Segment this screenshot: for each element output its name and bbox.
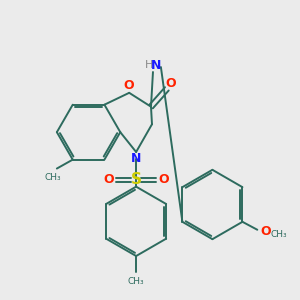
- Text: O: O: [159, 173, 169, 186]
- Text: O: O: [103, 173, 114, 186]
- Text: CH₃: CH₃: [128, 277, 144, 286]
- Text: N: N: [131, 152, 141, 165]
- Text: CH₃: CH₃: [270, 230, 287, 239]
- Text: O: O: [123, 80, 134, 92]
- Text: H: H: [145, 60, 153, 70]
- Text: O: O: [260, 225, 271, 238]
- Text: O: O: [166, 77, 176, 90]
- Text: S: S: [130, 172, 142, 187]
- Text: CH₃: CH₃: [45, 173, 61, 182]
- Text: N: N: [151, 58, 161, 72]
